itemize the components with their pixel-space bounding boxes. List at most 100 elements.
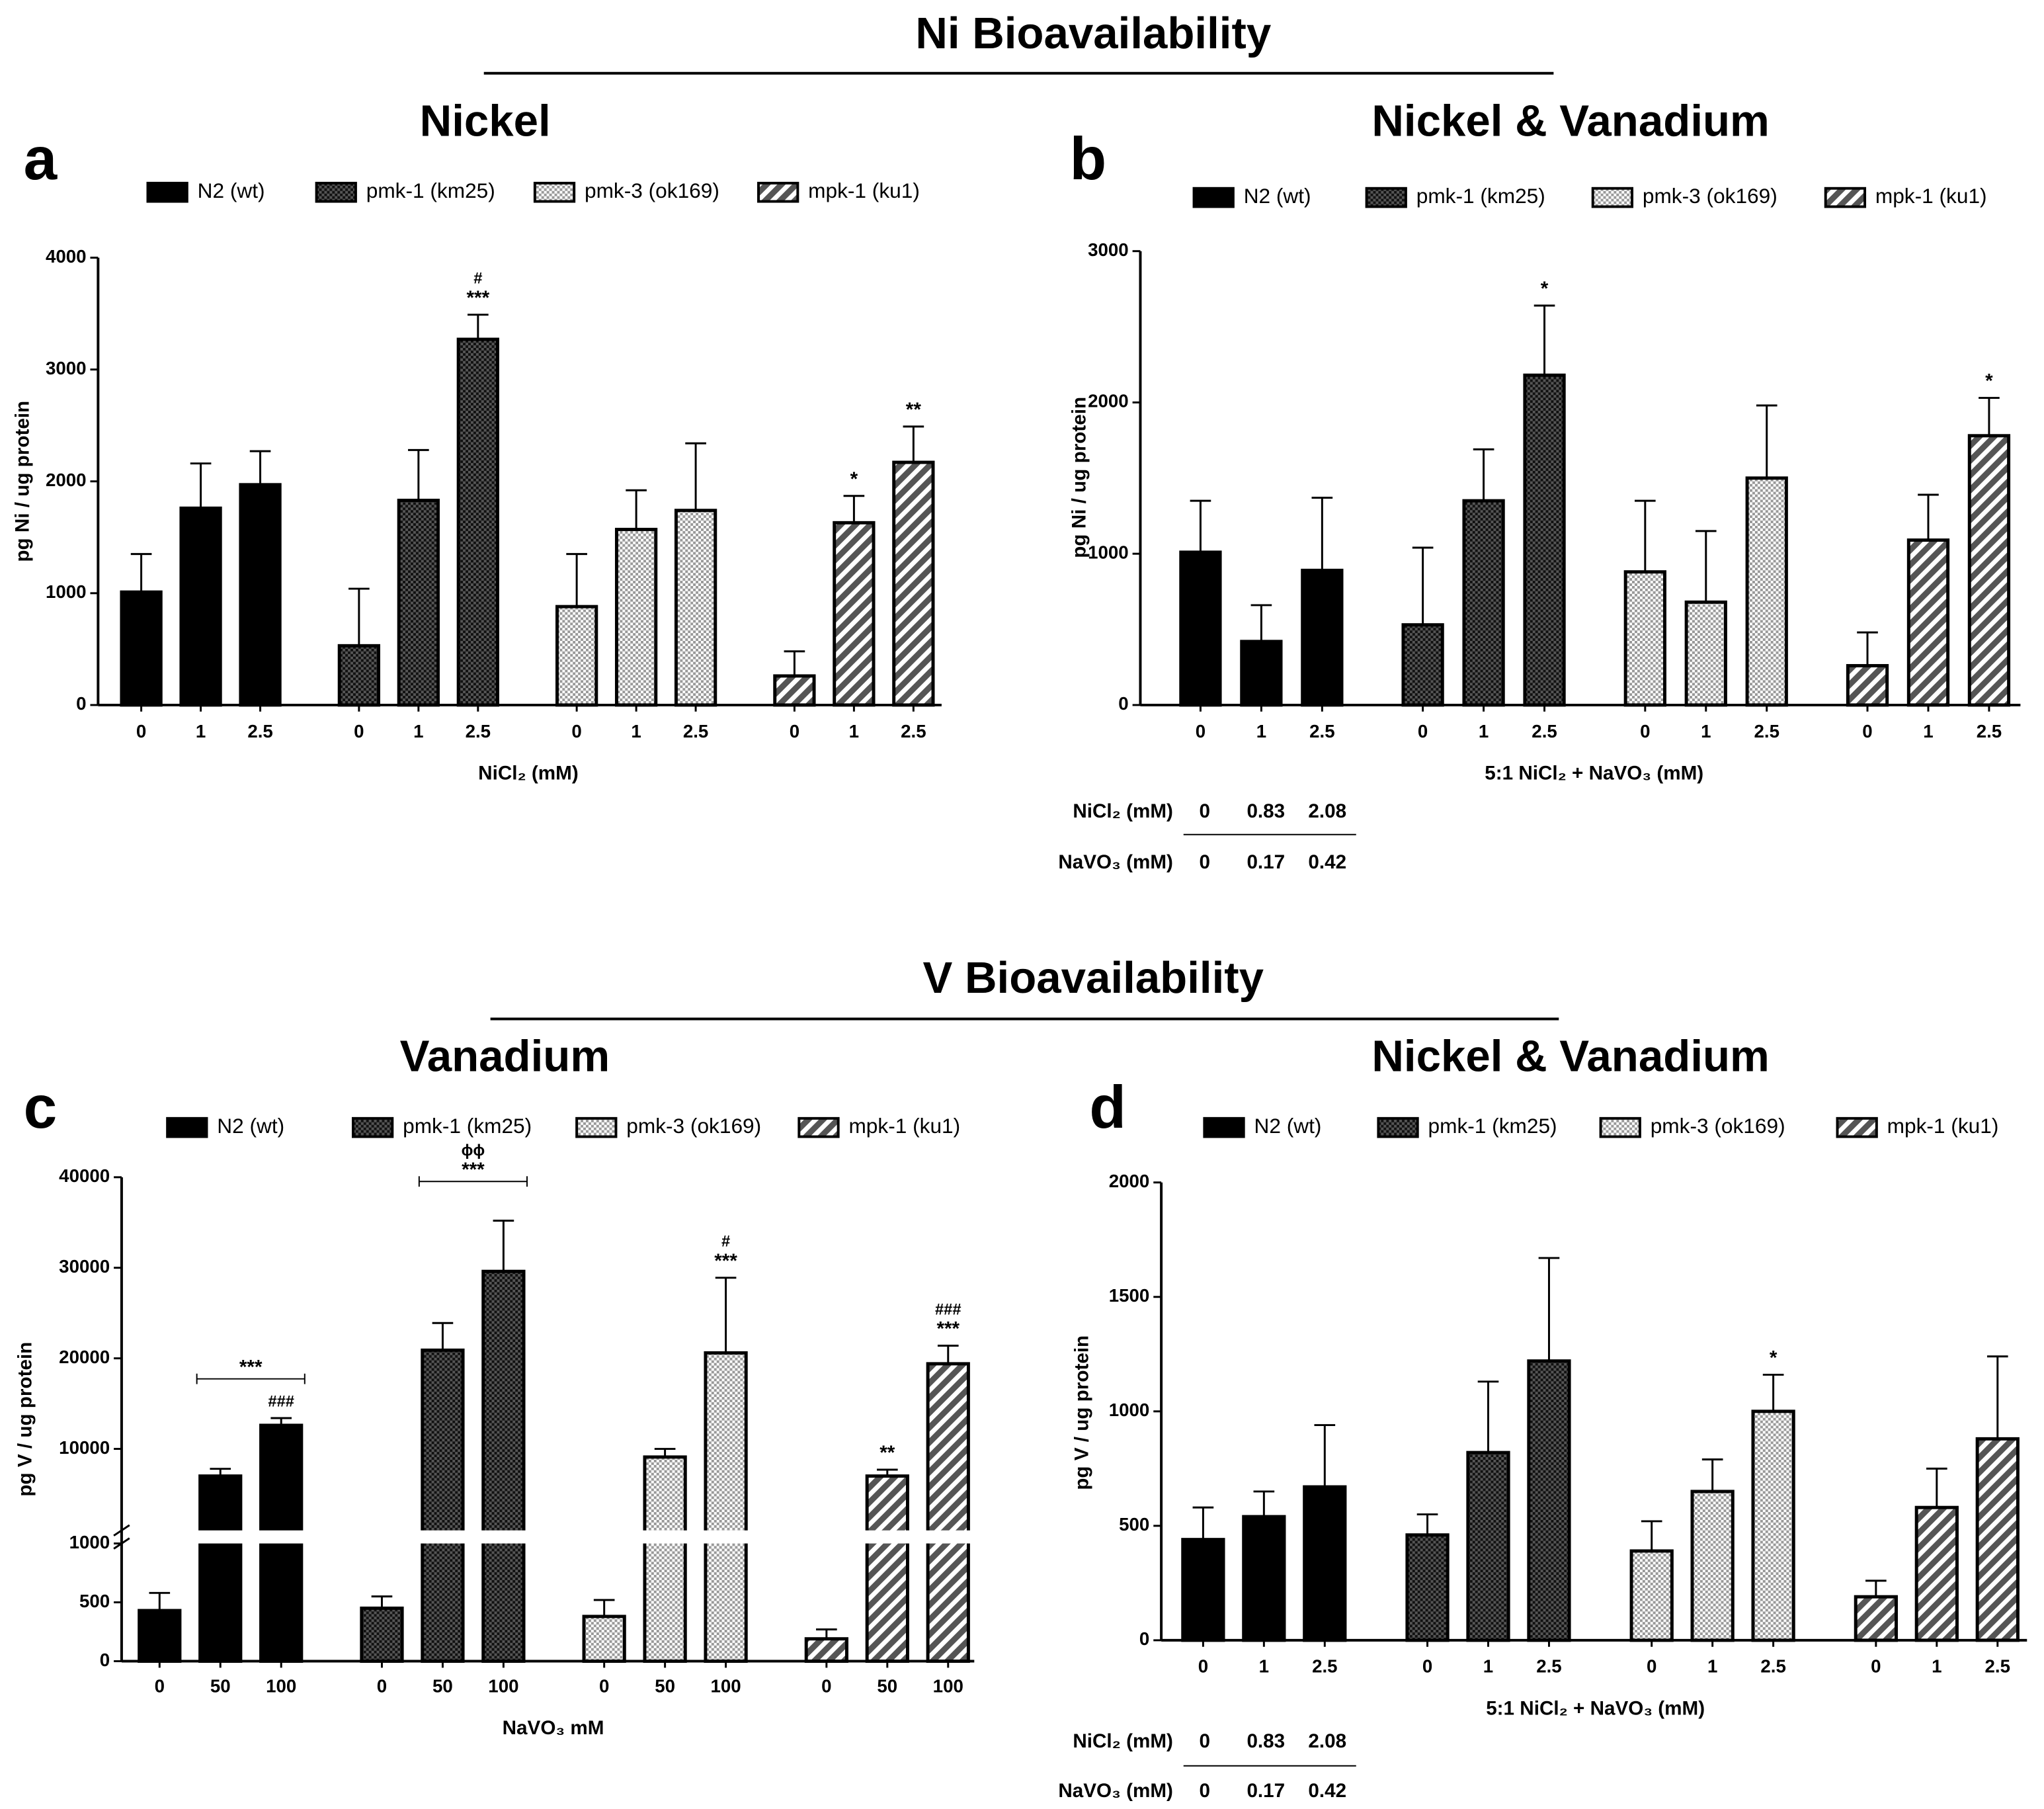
bar: [179, 506, 222, 707]
bar: [360, 1606, 404, 1663]
y-tick-label: 3000: [1088, 239, 1129, 260]
error-bar: [784, 650, 805, 676]
legend-swatch: [1591, 187, 1634, 208]
panel-letter: d: [1089, 1074, 1126, 1141]
legend-label: N2 (wt): [1254, 1114, 1322, 1138]
x-tick-label: 0: [1418, 721, 1428, 741]
legend-swatch: [1192, 187, 1235, 208]
x-tick-label: 0: [136, 721, 146, 741]
bar: [1623, 570, 1666, 707]
legend-label: pmk-3 (ok169): [626, 1114, 761, 1138]
bar: [643, 1455, 687, 1663]
significance-label: #: [473, 271, 482, 288]
table-cell: 0: [1199, 851, 1210, 873]
y-axis-label: pg V / ug protein: [1071, 1335, 1092, 1490]
bar: [674, 509, 717, 707]
error-bar: [1253, 1490, 1275, 1517]
error-bar: [1641, 1520, 1662, 1551]
error-bar: [1412, 546, 1434, 625]
error-bar: [1695, 530, 1717, 603]
x-tick-label: 2.5: [1977, 721, 2002, 741]
bar: [456, 337, 499, 707]
x-tick-label: 0: [1198, 1656, 1208, 1677]
y-tick-label: 1000: [1109, 1400, 1150, 1420]
table-row-label: NaVO₃ (mM): [1058, 1780, 1173, 1802]
error-bar: [1477, 1380, 1499, 1453]
legend-label: mpk-1 (ku1): [1887, 1114, 1999, 1138]
legend-label: N2 (wt): [198, 179, 265, 202]
x-tick-label: 0: [821, 1675, 831, 1696]
x-tick-label: 100: [710, 1675, 741, 1696]
bar: [555, 605, 598, 707]
x-tick-label: 1: [1256, 721, 1266, 741]
bar: [1745, 476, 1788, 707]
y-tick-label: 0: [1139, 1628, 1149, 1649]
error-bar: [149, 1591, 171, 1611]
x-tick-label: 1: [196, 721, 206, 741]
error-bar: [876, 1468, 898, 1476]
legend-swatch: [146, 181, 188, 203]
x-tick-label: 2.5: [247, 721, 272, 741]
legend-label: mpk-1 (ku1): [1875, 184, 1987, 208]
error-bar: [1190, 499, 1211, 552]
error-bar: [348, 587, 370, 646]
x-axis-label: NiCl₂ (mM): [478, 763, 579, 784]
bar: [481, 1269, 526, 1663]
bar: [337, 644, 381, 707]
legend-swatch: [351, 1116, 394, 1138]
legend-swatch: [533, 181, 576, 203]
legend-swatch: [1377, 1116, 1419, 1138]
x-tick-label: 0: [1871, 1656, 1881, 1677]
y-tick-label: 0: [1118, 693, 1128, 714]
x-tick-label: 50: [432, 1675, 453, 1696]
x-tick-label: 0: [571, 721, 581, 741]
bar: [1629, 1549, 1674, 1642]
panel-letter: b: [1070, 126, 1107, 192]
significance-label: *: [1985, 370, 1993, 392]
y-tick-label: 2000: [1088, 391, 1129, 411]
chart-title: Nickel: [420, 97, 551, 146]
error-bar: [1986, 1355, 2008, 1439]
x-tick-label: 0: [1647, 1656, 1656, 1677]
bar: [1690, 1490, 1735, 1642]
bar: [926, 1362, 970, 1663]
x-tick-label: 1: [1483, 1656, 1493, 1677]
bar: [1967, 434, 2011, 707]
error-bar: [408, 448, 429, 501]
legend-swatch: [1824, 187, 1867, 208]
y-axis-label: pg V / ug protein: [14, 1342, 36, 1497]
section-title: V Bioavailability: [923, 953, 1264, 1003]
y-axis-label: pg Ni / ug protein: [11, 401, 33, 562]
bar: [1405, 1533, 1450, 1642]
significance-label: *: [1541, 278, 1549, 300]
error-bar: [903, 425, 924, 463]
bar: [397, 499, 440, 707]
error-bar: [468, 314, 489, 340]
bar: [614, 527, 658, 707]
y-tick-label: 1500: [1109, 1285, 1150, 1306]
legend-label: mpk-1 (ku1): [808, 179, 920, 202]
x-tick-label: 2.5: [1309, 721, 1334, 741]
error-bar: [816, 1628, 837, 1639]
x-tick-label: 2.5: [1760, 1656, 1785, 1677]
legend-label: pmk-1 (km25): [366, 179, 495, 202]
bar: [1179, 550, 1222, 707]
bar: [120, 590, 163, 707]
significance-label: ***: [714, 1250, 737, 1272]
legend-label: mpk-1 (ku1): [848, 1114, 960, 1138]
x-tick-label: 0: [1422, 1656, 1432, 1677]
table-row-label: NaVO₃ (mM): [1058, 851, 1173, 873]
bar: [1906, 538, 1950, 707]
legend-label: pmk-1 (km25): [403, 1114, 532, 1138]
y-tick-label: 4000: [46, 246, 87, 267]
bar: [704, 1351, 748, 1663]
y-tick-label: 30000: [59, 1256, 110, 1277]
bar: [138, 1609, 182, 1663]
y-tick-label: 500: [1119, 1514, 1149, 1535]
y-tick-label: 1000: [69, 1532, 110, 1552]
error-bar: [1314, 1424, 1336, 1488]
error-bar: [1192, 1506, 1214, 1540]
significance-label: **: [879, 1442, 895, 1464]
x-axis-label: NaVO₃ mM: [503, 1717, 604, 1739]
y-axis-label: pg Ni / ug protein: [1068, 397, 1090, 558]
